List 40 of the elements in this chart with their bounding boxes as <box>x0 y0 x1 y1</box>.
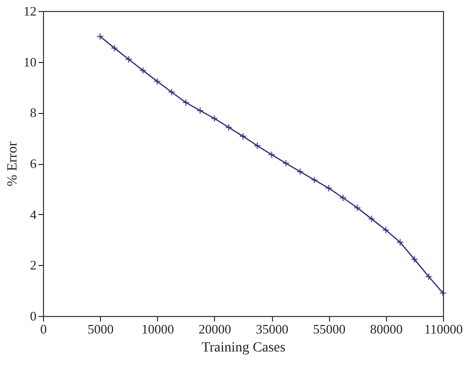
point <box>139 66 147 74</box>
x-axis-title: Training Cases <box>202 340 286 356</box>
point <box>339 194 347 202</box>
point <box>396 238 404 246</box>
point <box>239 132 247 140</box>
point <box>382 226 390 234</box>
x-tick-label: 0 <box>40 322 47 336</box>
point <box>296 168 304 176</box>
y-axis-title: % Error <box>6 141 20 186</box>
x-tick-label: 55000 <box>312 322 346 336</box>
point <box>182 98 190 106</box>
x-tick-label: 110000 <box>424 322 463 336</box>
point <box>153 78 162 86</box>
point <box>310 176 318 184</box>
x-tick-label: 80000 <box>370 322 403 336</box>
point <box>268 150 276 158</box>
point <box>410 256 418 264</box>
point <box>368 215 376 223</box>
point <box>168 88 176 96</box>
y-tick-label: 0 <box>30 308 36 324</box>
x-tick-label: 5000 <box>88 322 114 336</box>
point <box>210 114 218 122</box>
point <box>424 272 433 280</box>
point <box>324 184 333 192</box>
point <box>124 55 133 64</box>
y-tick-label: 4 <box>30 206 37 222</box>
point <box>196 106 204 114</box>
y-tick-label: 10 <box>24 54 36 70</box>
x-tick-label: 20000 <box>198 322 232 336</box>
y-tick-label: 2 <box>30 258 36 273</box>
y-tick-label: 8 <box>30 105 36 120</box>
point <box>353 204 362 212</box>
point <box>253 142 262 150</box>
x-tick-label: 35000 <box>256 322 288 336</box>
point <box>224 124 233 132</box>
y-tick-label: 6 <box>30 156 37 171</box>
y-tick-label: 12 <box>24 4 36 18</box>
point <box>282 159 290 168</box>
point <box>110 44 118 52</box>
x-tick-label: 10000 <box>142 322 174 336</box>
